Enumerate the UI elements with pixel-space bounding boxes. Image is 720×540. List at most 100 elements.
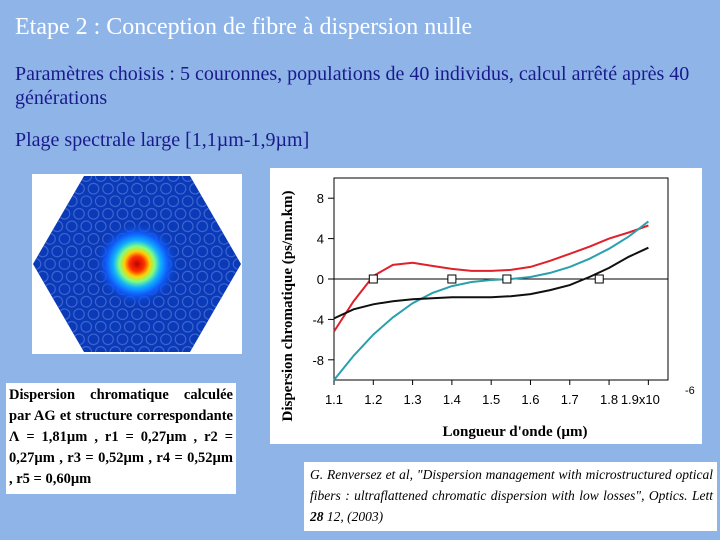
x-tick-label: 1.5 [482, 392, 500, 407]
air-hole [167, 195, 180, 208]
air-hole [138, 320, 151, 333]
air-hole [181, 270, 194, 283]
fiber-cross-section-image [32, 174, 242, 354]
air-hole [33, 176, 35, 182]
fiber-svg [33, 176, 241, 352]
air-hole [87, 333, 100, 346]
spectral-range-text: Plage spectrale large [1,1µm-1,9µm] [15, 129, 310, 151]
air-hole [80, 195, 93, 208]
series-line-2 [333, 220, 650, 381]
air-hole [131, 182, 143, 195]
air-hole [239, 295, 241, 308]
air-hole [123, 346, 136, 352]
air-hole [196, 295, 209, 308]
air-hole [181, 320, 194, 333]
air-hole [189, 308, 201, 321]
air-hole [87, 232, 100, 245]
air-hole [58, 232, 71, 245]
air-hole [210, 270, 223, 283]
air-hole [73, 283, 85, 296]
air-hole [33, 245, 35, 258]
air-hole [138, 176, 151, 182]
air-hole [51, 320, 64, 333]
air-hole [174, 232, 187, 245]
air-hole [51, 245, 64, 258]
air-hole [33, 283, 42, 296]
air-hole [94, 295, 107, 308]
air-hole [189, 283, 201, 296]
air-hole [131, 207, 143, 220]
air-hole [94, 220, 107, 233]
air-hole [189, 258, 201, 270]
slide-title: Etape 2 : Conception de fibre à dispersi… [15, 14, 473, 40]
y-tick-label: -4 [312, 312, 324, 327]
x-tick-label: 1.4 [443, 392, 461, 407]
dispersion-chart: Dispersion chromatique (ps/nm.km) Longue… [270, 168, 702, 444]
air-hole [181, 245, 194, 258]
air-hole [210, 195, 223, 208]
x-tick-label: 1.2 [364, 392, 382, 407]
air-hole [102, 207, 114, 220]
air-hole [239, 195, 241, 208]
air-hole [232, 283, 241, 296]
x-tick-label: 1.7 [561, 392, 579, 407]
air-hole [109, 320, 122, 333]
air-hole [33, 220, 35, 233]
air-hole [44, 333, 56, 346]
air-hole [73, 258, 85, 270]
air-hole [225, 320, 238, 333]
air-hole [167, 176, 180, 182]
y-axis-label-group: Dispersion chromatique (ps/nm.km) [280, 191, 296, 422]
air-hole [239, 320, 241, 333]
air-hole [51, 270, 64, 283]
air-hole [73, 308, 85, 321]
air-hole [33, 295, 35, 308]
air-hole [174, 182, 187, 195]
air-hole [123, 195, 136, 208]
air-hole [152, 176, 165, 182]
air-hole [167, 346, 180, 352]
air-hole [145, 182, 158, 195]
air-hole [174, 283, 187, 296]
air-hole [181, 220, 194, 233]
air-hole [58, 258, 71, 270]
figure-caption: Dispersion chromatique calculée par AG e… [6, 383, 236, 494]
air-hole [218, 182, 230, 195]
air-hole [218, 258, 230, 270]
air-hole [160, 182, 172, 195]
air-hole [65, 176, 78, 182]
air-hole [33, 270, 35, 283]
reference-issue: 12, (2003) [323, 509, 384, 524]
air-hole [225, 220, 238, 233]
air-hole [203, 333, 216, 346]
air-hole [196, 176, 209, 182]
x-axis-label: Longueur d'onde (µm) [442, 424, 587, 440]
air-hole [36, 176, 49, 182]
y-tick-label: 4 [317, 232, 324, 247]
air-hole [109, 346, 122, 352]
air-hole [160, 333, 172, 346]
air-hole [232, 232, 241, 245]
x-tick-label: 1.9x10 [621, 392, 660, 407]
reference-citation: G. Renversez et al, "Dispersion manageme… [304, 462, 717, 531]
air-hole [203, 182, 216, 195]
air-hole [123, 176, 136, 182]
air-hole [145, 333, 158, 346]
air-hole [87, 283, 100, 296]
air-hole [33, 308, 42, 321]
parameters-text: Paramètres choisis : 5 couronnes, popula… [15, 63, 690, 109]
air-hole [87, 308, 100, 321]
air-hole [196, 245, 209, 258]
air-hole [33, 195, 35, 208]
air-hole [210, 176, 223, 182]
air-hole [33, 320, 35, 333]
air-hole [167, 320, 180, 333]
mode-field [95, 222, 179, 306]
air-hole [116, 308, 129, 321]
air-hole [80, 320, 93, 333]
air-hole [218, 308, 230, 321]
zero-crossing-marker [368, 274, 378, 284]
air-hole [152, 346, 165, 352]
air-hole [123, 320, 136, 333]
series-line-1 [333, 224, 649, 333]
